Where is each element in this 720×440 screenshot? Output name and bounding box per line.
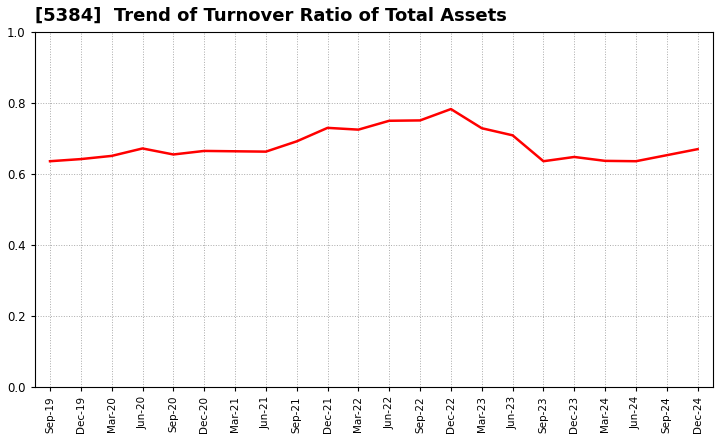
Text: [5384]  Trend of Turnover Ratio of Total Assets: [5384] Trend of Turnover Ratio of Total …	[35, 7, 506, 25]
